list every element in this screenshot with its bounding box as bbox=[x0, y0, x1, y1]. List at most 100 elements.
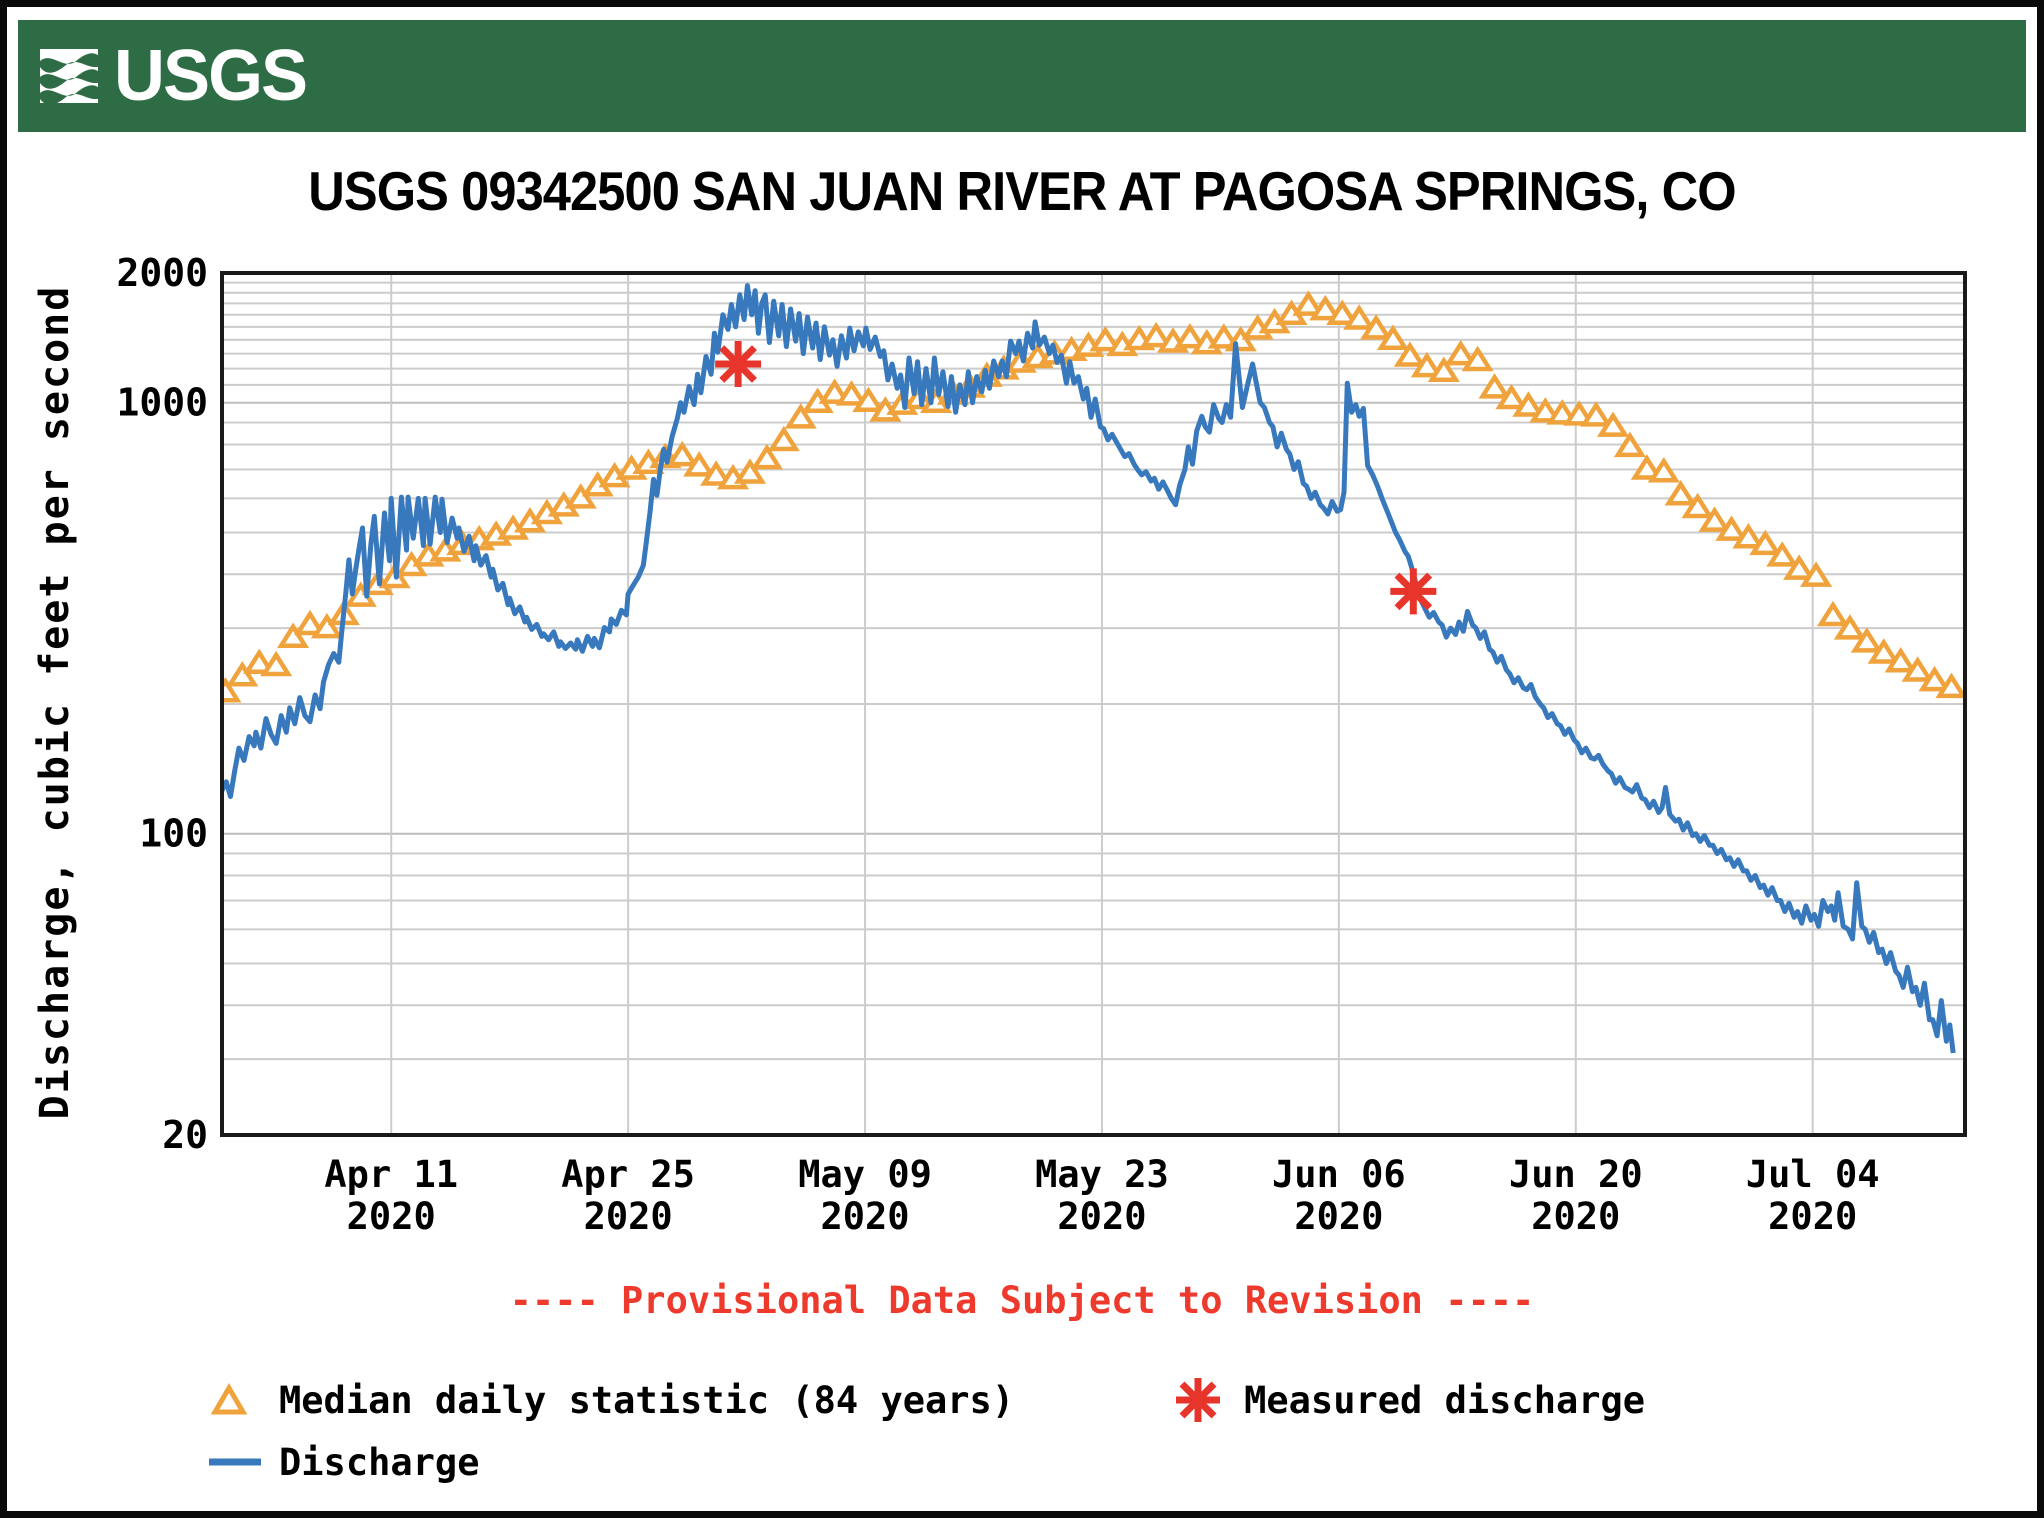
plot-border bbox=[220, 271, 1967, 1137]
median-marker bbox=[1698, 506, 1731, 532]
median-marker bbox=[1715, 515, 1748, 541]
median-marker bbox=[666, 440, 699, 467]
median-marker bbox=[1647, 456, 1680, 483]
median-marker bbox=[226, 661, 259, 687]
discharge-line-icon bbox=[207, 1455, 279, 1469]
median-marker bbox=[293, 609, 327, 636]
median-marker bbox=[1867, 638, 1900, 664]
median-marker bbox=[1292, 290, 1325, 316]
x-tick-label: May 23 bbox=[1035, 1153, 1169, 1196]
median-marker bbox=[1343, 304, 1376, 330]
y-tick-label-100: 100 bbox=[139, 812, 208, 856]
median-marker bbox=[1207, 323, 1240, 349]
median-marker bbox=[1173, 322, 1207, 349]
x-tick-year: 2020 bbox=[347, 1195, 436, 1238]
median-marker bbox=[1376, 324, 1410, 351]
median-marker bbox=[818, 378, 851, 404]
median-marker bbox=[1901, 656, 1934, 682]
median-marker bbox=[1326, 299, 1359, 326]
median-marker bbox=[1833, 614, 1867, 640]
median-marker bbox=[1783, 554, 1816, 580]
median-marker bbox=[310, 612, 344, 639]
x-tick-label: May 09 bbox=[798, 1153, 932, 1196]
x-tick-label: Jun 20 bbox=[1509, 1153, 1643, 1196]
median-triangle-icon bbox=[207, 1380, 279, 1420]
median-marker bbox=[1512, 391, 1545, 417]
page-title: USGS 09342500 SAN JUAN RIVER AT PAGOSA S… bbox=[308, 160, 1736, 222]
x-tick-year: 2020 bbox=[1768, 1195, 1857, 1238]
median-marker bbox=[683, 451, 716, 477]
median-marker bbox=[1461, 345, 1494, 372]
median-daily-series bbox=[222, 290, 1965, 703]
median-marker bbox=[1935, 672, 1965, 699]
x-tick-label: Apr 11 bbox=[324, 1153, 458, 1196]
usgs-logo-text: USGS bbox=[114, 36, 308, 116]
median-marker bbox=[222, 676, 242, 703]
legend-median-label: Median daily statistic (84 years) bbox=[279, 1378, 1015, 1422]
median-marker bbox=[1360, 314, 1393, 340]
usgs-wave-icon bbox=[40, 49, 102, 105]
median-marker bbox=[260, 650, 293, 677]
legend-row-2: Discharge bbox=[207, 1431, 1645, 1493]
median-marker bbox=[750, 443, 783, 470]
median-marker bbox=[1664, 480, 1697, 506]
x-tick-label: Jul 04 bbox=[1746, 1153, 1880, 1196]
x-tick-year: 2020 bbox=[1057, 1195, 1146, 1238]
median-marker bbox=[733, 458, 767, 484]
median-marker bbox=[1918, 665, 1951, 692]
x-tick-year: 2020 bbox=[820, 1195, 909, 1238]
median-marker bbox=[1749, 529, 1782, 556]
usgs-header-banner: USGS bbox=[18, 20, 2026, 132]
median-marker bbox=[1681, 492, 1714, 519]
legend-measured-label: Measured discharge bbox=[1244, 1378, 1646, 1422]
x-tick-year: 2020 bbox=[1531, 1195, 1620, 1238]
median-marker bbox=[564, 483, 597, 509]
x-tick-label: Apr 25 bbox=[561, 1153, 695, 1196]
median-marker bbox=[1089, 325, 1122, 352]
median-marker bbox=[852, 386, 885, 413]
measured-marker bbox=[1390, 568, 1437, 615]
median-marker bbox=[1613, 431, 1647, 458]
x-tick-year: 2020 bbox=[584, 1195, 673, 1238]
y-tick-label-20: 20 bbox=[162, 1113, 208, 1157]
median-marker bbox=[1529, 397, 1562, 423]
median-marker bbox=[1766, 541, 1799, 567]
median-marker bbox=[1444, 339, 1477, 366]
usgs-logo: USGS bbox=[38, 40, 310, 112]
discharge-line bbox=[222, 283, 1956, 1054]
median-marker bbox=[1732, 522, 1765, 549]
y-tick-label-1000: 1000 bbox=[116, 381, 208, 425]
median-marker bbox=[1596, 411, 1630, 437]
median-marker bbox=[276, 622, 310, 648]
measured-marker-stroke bbox=[1394, 572, 1433, 611]
median-marker bbox=[1850, 627, 1883, 653]
legend-discharge-label: Discharge bbox=[279, 1440, 480, 1484]
y-tick-label-2000: 2000 bbox=[116, 251, 208, 295]
x-tick-year: 2020 bbox=[1294, 1195, 1383, 1238]
median-marker bbox=[700, 460, 733, 486]
chart-legend: Median daily statistic (84 years) Measur… bbox=[207, 1369, 1645, 1493]
measured-marker-stroke bbox=[719, 345, 757, 383]
median-marker bbox=[1140, 321, 1173, 348]
median-marker bbox=[1309, 294, 1342, 321]
median-marker bbox=[1799, 561, 1833, 587]
median-marker bbox=[835, 380, 868, 406]
median-marker bbox=[1816, 600, 1850, 627]
median-marker bbox=[767, 425, 800, 452]
median-marker bbox=[243, 648, 276, 674]
median-marker bbox=[1580, 401, 1613, 427]
x-tick-label: Jun 06 bbox=[1272, 1153, 1406, 1196]
legend-row-1: Median daily statistic (84 years) Measur… bbox=[207, 1369, 1645, 1431]
provisional-data-notice: ---- Provisional Data Subject to Revisio… bbox=[509, 1279, 1535, 1322]
median-marker bbox=[1478, 373, 1511, 399]
median-marker bbox=[1427, 356, 1460, 383]
measured-marker bbox=[715, 340, 762, 387]
median-marker bbox=[1630, 454, 1663, 480]
median-marker bbox=[1410, 351, 1443, 378]
measured-asterisk-icon bbox=[1172, 1374, 1244, 1426]
median-marker bbox=[784, 403, 817, 429]
median-marker bbox=[1495, 383, 1528, 410]
median-marker bbox=[1393, 341, 1427, 367]
